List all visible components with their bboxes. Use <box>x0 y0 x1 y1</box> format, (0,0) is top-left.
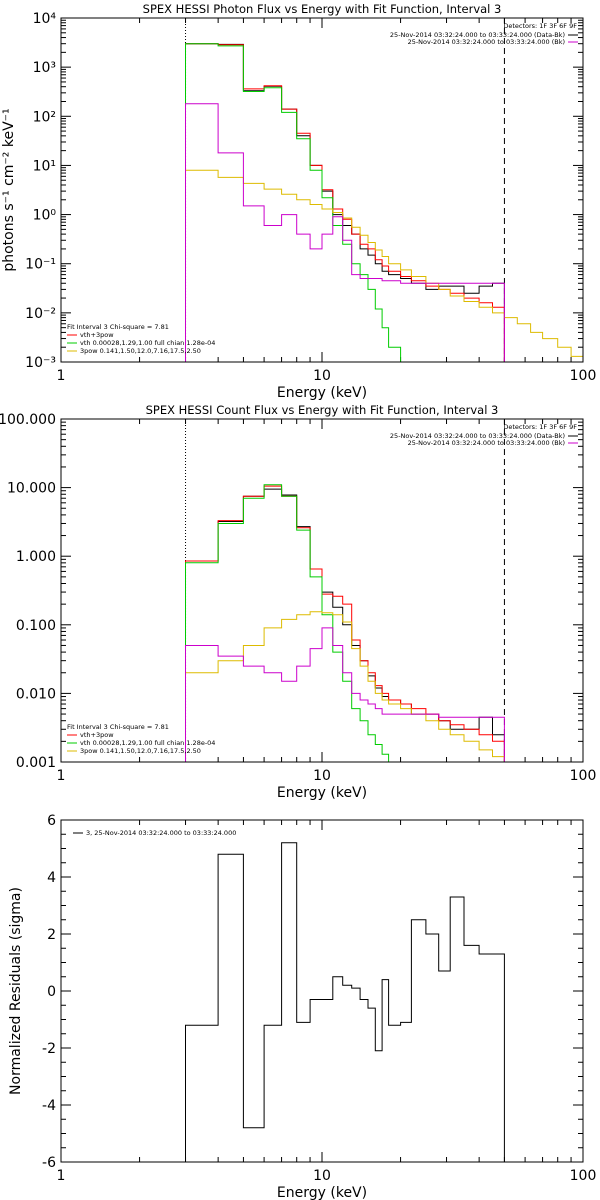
y-tick-label: 10¹ <box>33 158 56 174</box>
y-tick-label: -2 <box>42 1041 56 1057</box>
legend-entry-label: 25-Nov-2014 03:32:24.000 to 03:33:24.000… <box>408 38 565 46</box>
y-tick-label: -6 <box>42 1155 56 1171</box>
y-tick-label: 0.100 <box>16 618 56 634</box>
x-tick-label: 1 <box>57 768 66 784</box>
chart-title: SPEX HESSI Count Flux vs Energy with Fit… <box>146 403 499 417</box>
series-4-line <box>185 611 505 762</box>
legend-entry-label: 25-Nov-2014 03:32:24.000 to 03:33:24.000… <box>390 432 565 440</box>
legend-bottom-left: Fit Interval 3 Chi-square = 7.81vth+3pow… <box>67 323 215 355</box>
y-tick-label: 10³ <box>33 60 56 76</box>
legend-top-left: 3, 25-Nov-2014 03:32:24.000 to 03:33:24.… <box>73 829 236 837</box>
y-tick-label: 100.000 <box>0 412 56 428</box>
legend-bottom-left: Fit Interval 3 Chi-square = 7.81vth+3pow… <box>67 723 215 755</box>
y-tick-label: 6 <box>47 813 56 829</box>
y-tick-label: 10² <box>33 109 56 125</box>
legend-entry-label: 25-Nov-2014 03:32:24.000 to 03:33:24.000… <box>390 31 565 39</box>
x-tick-label: 100 <box>570 368 597 384</box>
y-tick-label: 10⁰ <box>33 208 57 224</box>
legend-entry-label: vth 0.00028,1.29,1.00 full chian 1.28e-0… <box>80 339 215 347</box>
plot-frame <box>60 418 584 763</box>
series-4-line <box>185 169 583 362</box>
x-tick-label: 100 <box>570 768 597 784</box>
x-axis-label: Energy (keV) <box>277 785 367 801</box>
y-axis-label: Normalized Residuals (sigma) <box>8 887 24 1095</box>
x-tick-label: 10 <box>313 768 331 784</box>
x-tick-label: 1 <box>57 368 66 384</box>
series-5-line <box>185 103 505 362</box>
series-1-line <box>185 488 505 762</box>
y-tick-label: 10⁻¹ <box>25 257 56 273</box>
legend-entry-label: vth 0.00028,1.29,1.00 full chian 1.28e-0… <box>80 739 215 747</box>
plot-area <box>185 419 505 762</box>
y-tick-label: 10⁻² <box>25 306 56 322</box>
x-tick-label: 1 <box>57 1168 66 1184</box>
y-tick-label: 0.001 <box>16 755 56 771</box>
legend-header: Fit Interval 3 Chi-square = 7.81 <box>67 723 169 731</box>
x-axis-label: Energy (keV) <box>277 385 367 401</box>
legend-entry-label: 3pow 0.141,1.50,12.0,7.16,17.5,2.50 <box>80 347 201 355</box>
legend-header: Detectors: 1F 3F 6F 9F <box>503 22 577 30</box>
series-1-line <box>185 842 505 1162</box>
y-tick-label: 0.010 <box>16 686 56 702</box>
y-axis-label: photons s⁻¹ cm⁻² keV⁻¹ <box>1 108 17 271</box>
series-1-line <box>185 43 505 362</box>
y-tick-label: 4 <box>47 870 56 886</box>
x-tick-label: 100 <box>570 1168 597 1184</box>
legend-header: Detectors: 1F 3F 6F 9F <box>503 423 577 431</box>
legend-entry-label: vth+3pow <box>80 331 114 339</box>
plot-frame <box>60 819 584 1163</box>
chart-1: SPEX HESSI Photon Flux vs Energy with Fi… <box>1 2 596 401</box>
x-tick-label: 10 <box>313 1168 331 1184</box>
legend-entry-label: 25-Nov-2014 03:32:24.000 to 03:33:24.000… <box>408 439 565 447</box>
chart-2: SPEX HESSI Count Flux vs Energy with Fit… <box>0 403 596 801</box>
y-tick-label: -4 <box>42 1098 56 1114</box>
legend-entry-label: 3, 25-Nov-2014 03:32:24.000 to 03:33:24.… <box>86 829 236 837</box>
y-tick-label: 2 <box>47 927 56 943</box>
y-tick-label: 1.000 <box>16 549 56 565</box>
series-3-line <box>185 484 402 762</box>
y-tick-label: 10⁻³ <box>25 355 56 371</box>
x-tick-label: 10 <box>313 368 331 384</box>
series-2-line <box>185 43 505 362</box>
chart-title: SPEX HESSI Photon Flux vs Energy with Fi… <box>143 2 502 16</box>
y-tick-label: 10⁴ <box>33 11 57 27</box>
x-axis-label: Energy (keV) <box>277 1185 367 1200</box>
plot-area <box>185 842 505 1162</box>
legend-entry-label: 3pow 0.141,1.50,12.0,7.16,17.5,2.50 <box>80 747 201 755</box>
series-3-line <box>185 43 402 362</box>
series-5-line <box>185 627 505 762</box>
plot-frame <box>60 17 584 363</box>
chart-3: Energy (keV) Normalized Residuals (sigma)… <box>8 813 596 1200</box>
legend-header: Fit Interval 3 Chi-square = 7.81 <box>67 323 169 331</box>
legend-entry-label: vth+3pow <box>80 731 114 739</box>
y-tick-label: 10.000 <box>7 481 56 497</box>
plot-area <box>185 18 583 362</box>
y-tick-label: 0 <box>47 984 56 1000</box>
